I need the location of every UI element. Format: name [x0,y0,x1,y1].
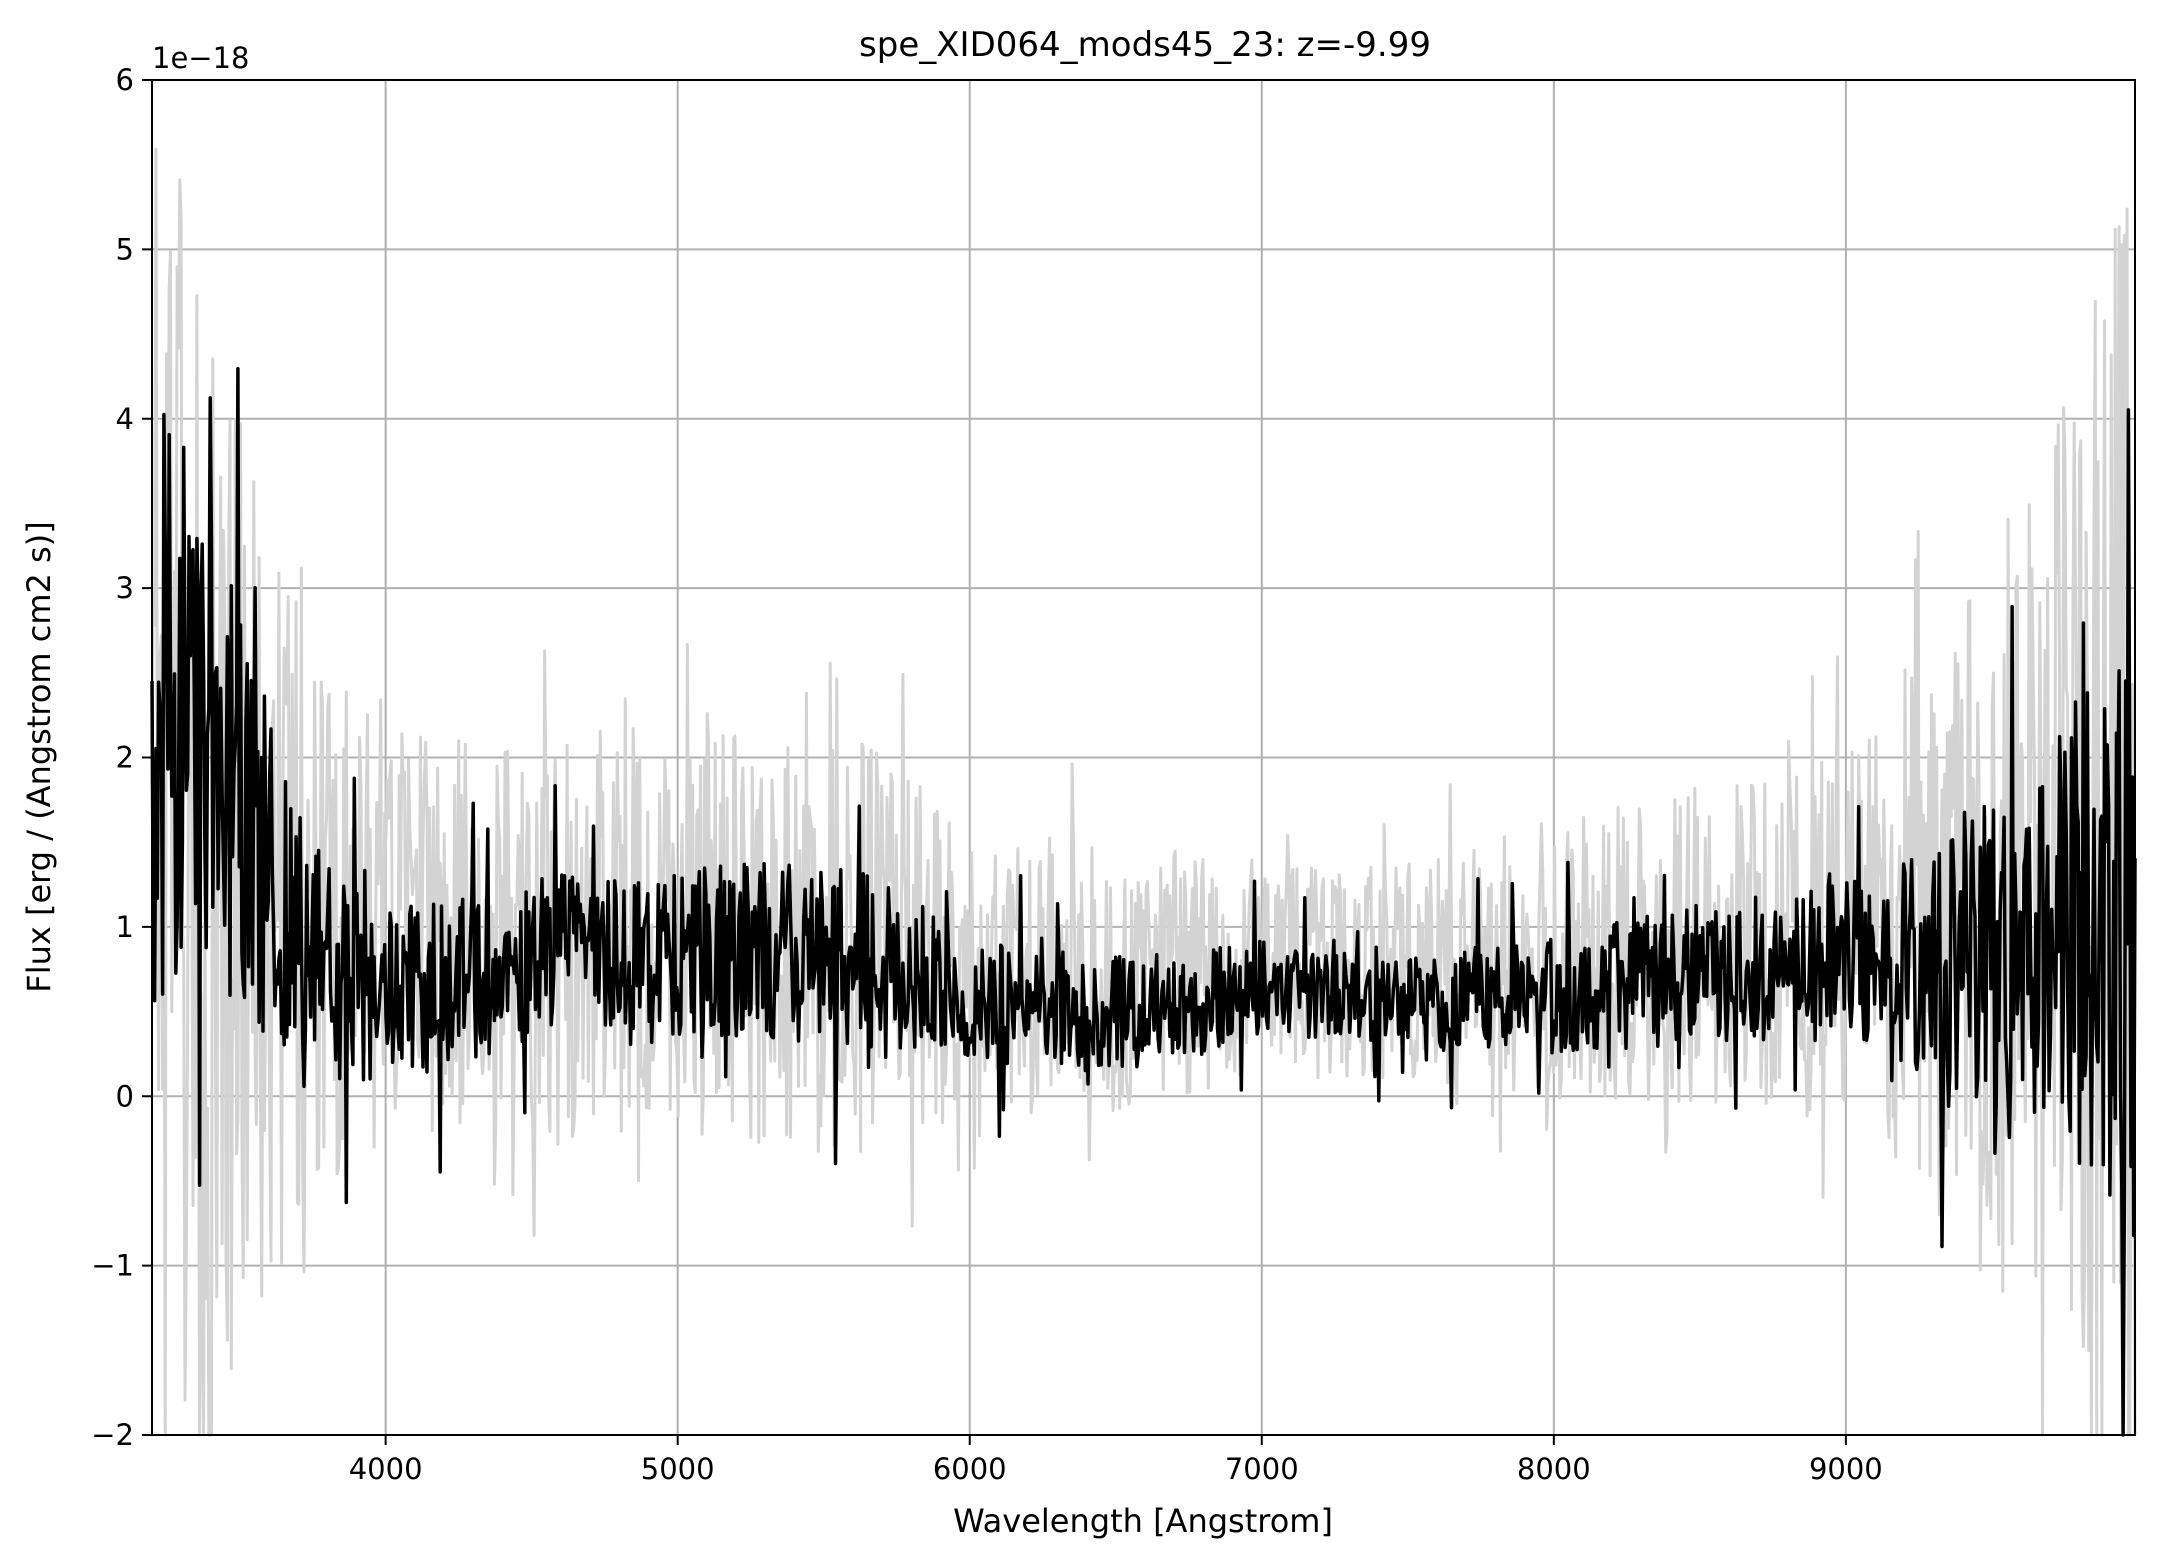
y-tick-label: 2 [116,741,134,775]
y-tick-label: 3 [116,571,134,605]
x-tick-label: 9000 [1809,1452,1883,1486]
flux-uncertainty-series [150,147,2137,1437]
flux-line [150,366,2137,1437]
y-tick-label: 1 [116,910,134,944]
x-tick-label: 5000 [641,1452,715,1486]
flux-series [150,366,2137,1437]
y-axis-label: Flux [erg / (Angstrom cm2 s)] [20,521,58,992]
x-axis-label: Wavelength [Angstrom] [953,1502,1333,1540]
chart-title: spe_XID064_mods45_23: z=-9.99 [859,25,1431,65]
x-tick-label: 4000 [349,1452,423,1486]
y-tick-label: 4 [116,402,134,436]
x-tick-label: 6000 [933,1452,1007,1486]
y-tick-label: −2 [91,1418,134,1452]
y-tick-label: 6 [116,63,134,97]
y-tick-label: 0 [116,1079,134,1113]
y-tick-label: 5 [116,232,134,266]
x-tick-label: 8000 [1517,1452,1591,1486]
y-tick-label: −1 [91,1249,134,1283]
y-offset-label: 1e−18 [152,41,250,75]
x-tick-label: 7000 [1225,1452,1299,1486]
y-axis: −2 −1 0 1 2 3 4 5 6 [91,63,152,1452]
uncertainty-line [150,147,2137,1437]
x-axis: 4000 5000 6000 7000 8000 9000 [349,1435,1883,1486]
